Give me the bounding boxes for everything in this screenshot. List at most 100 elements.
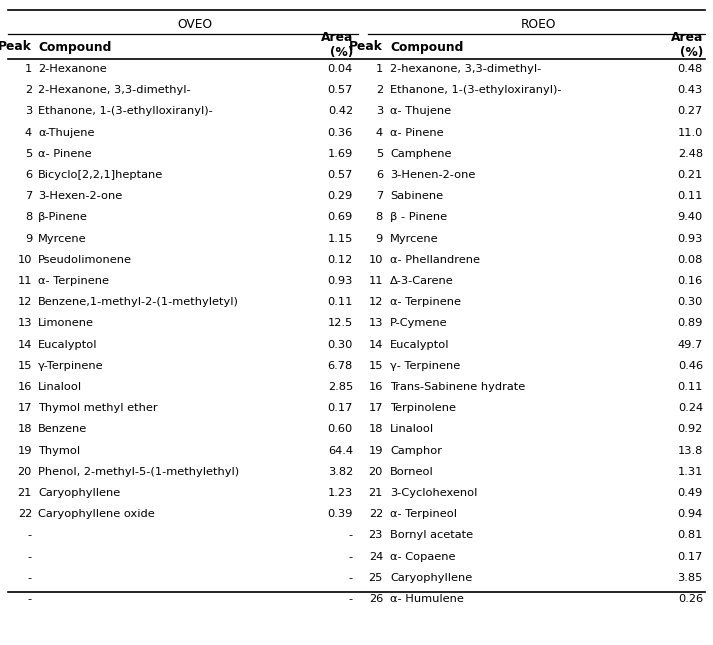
- Text: Eucalyptol: Eucalyptol: [390, 340, 449, 350]
- Text: 3.82: 3.82: [328, 467, 353, 477]
- Text: β - Pinene: β - Pinene: [390, 212, 447, 223]
- Text: 25: 25: [369, 573, 383, 583]
- Text: 17: 17: [369, 403, 383, 413]
- Text: 11: 11: [18, 276, 32, 286]
- Text: Pseudolimonene: Pseudolimonene: [38, 255, 132, 265]
- Text: Thymol methyl ether: Thymol methyl ether: [38, 403, 158, 413]
- Text: Myrcene: Myrcene: [38, 233, 86, 244]
- Text: 22: 22: [18, 509, 32, 519]
- Text: Compound: Compound: [38, 41, 111, 54]
- Text: 14: 14: [18, 340, 32, 350]
- Text: α-Thujene: α-Thujene: [38, 128, 95, 137]
- Text: 2-hexanone, 3,3-dimethyl-: 2-hexanone, 3,3-dimethyl-: [390, 64, 541, 74]
- Text: 24: 24: [369, 551, 383, 562]
- Text: α- Pinene: α- Pinene: [38, 149, 92, 159]
- Text: 18: 18: [369, 424, 383, 434]
- Text: 4: 4: [376, 128, 383, 137]
- Text: 19: 19: [18, 446, 32, 455]
- Text: Peak: Peak: [349, 41, 383, 54]
- Text: 2-Hexanone: 2-Hexanone: [38, 64, 107, 74]
- Text: 0.57: 0.57: [328, 85, 353, 95]
- Text: 0.89: 0.89: [677, 319, 703, 328]
- Text: 22: 22: [369, 509, 383, 519]
- Text: 4: 4: [25, 128, 32, 137]
- Text: 8: 8: [376, 212, 383, 223]
- Text: Benzene: Benzene: [38, 424, 87, 434]
- Text: 15: 15: [18, 361, 32, 371]
- Text: 0.57: 0.57: [328, 170, 353, 180]
- Text: 0.39: 0.39: [328, 509, 353, 519]
- Text: 6: 6: [25, 170, 32, 180]
- Text: Bornyl acetate: Bornyl acetate: [390, 530, 473, 541]
- Text: 8: 8: [25, 212, 32, 223]
- Text: 5: 5: [376, 149, 383, 159]
- Text: Trans-Sabinene hydrate: Trans-Sabinene hydrate: [390, 382, 525, 392]
- Text: 9: 9: [25, 233, 32, 244]
- Text: Linalool: Linalool: [38, 382, 82, 392]
- Text: 0.93: 0.93: [677, 233, 703, 244]
- Text: 0.42: 0.42: [328, 106, 353, 116]
- Text: Benzene,1-methyl-2-(1-methyletyl): Benzene,1-methyl-2-(1-methyletyl): [38, 297, 239, 307]
- Text: 13: 13: [18, 319, 32, 328]
- Text: 17: 17: [18, 403, 32, 413]
- Text: Compound: Compound: [390, 41, 463, 54]
- Text: 13.8: 13.8: [677, 446, 703, 455]
- Text: -: -: [28, 551, 32, 562]
- Text: 2: 2: [25, 85, 32, 95]
- Text: 3: 3: [376, 106, 383, 116]
- Text: 3.85: 3.85: [677, 573, 703, 583]
- Text: 13: 13: [369, 319, 383, 328]
- Text: 0.30: 0.30: [677, 297, 703, 307]
- Text: 0.46: 0.46: [678, 361, 703, 371]
- Text: 12: 12: [369, 297, 383, 307]
- Text: 0.92: 0.92: [678, 424, 703, 434]
- Text: 0.94: 0.94: [678, 509, 703, 519]
- Text: 2: 2: [376, 85, 383, 95]
- Text: α- Pinene: α- Pinene: [390, 128, 443, 137]
- Text: P-Cymene: P-Cymene: [390, 319, 448, 328]
- Text: 0.48: 0.48: [678, 64, 703, 74]
- Text: Linalool: Linalool: [390, 424, 434, 434]
- Text: 6: 6: [376, 170, 383, 180]
- Text: Camphor: Camphor: [390, 446, 442, 455]
- Text: 0.30: 0.30: [328, 340, 353, 350]
- Text: 64.4: 64.4: [328, 446, 353, 455]
- Text: α- Humulene: α- Humulene: [390, 594, 464, 604]
- Text: Borneol: Borneol: [390, 467, 434, 477]
- Text: 18: 18: [18, 424, 32, 434]
- Text: 9: 9: [376, 233, 383, 244]
- Text: -: -: [349, 573, 353, 583]
- Text: 21: 21: [369, 488, 383, 498]
- Text: 0.49: 0.49: [678, 488, 703, 498]
- Text: 3: 3: [25, 106, 32, 116]
- Text: 0.11: 0.11: [328, 297, 353, 307]
- Text: Thymol: Thymol: [38, 446, 80, 455]
- Text: 5: 5: [25, 149, 32, 159]
- Text: 3-Cyclohexenol: 3-Cyclohexenol: [390, 488, 478, 498]
- Text: 0.69: 0.69: [328, 212, 353, 223]
- Text: 7: 7: [25, 191, 32, 201]
- Text: 2.85: 2.85: [328, 382, 353, 392]
- Text: 0.08: 0.08: [677, 255, 703, 265]
- Text: 1.31: 1.31: [677, 467, 703, 477]
- Text: 0.93: 0.93: [328, 276, 353, 286]
- Text: 0.26: 0.26: [678, 594, 703, 604]
- Text: 0.24: 0.24: [678, 403, 703, 413]
- Text: -: -: [28, 594, 32, 604]
- Text: Limonene: Limonene: [38, 319, 94, 328]
- Text: -: -: [349, 551, 353, 562]
- Text: 0.16: 0.16: [678, 276, 703, 286]
- Text: 12: 12: [18, 297, 32, 307]
- Text: 14: 14: [369, 340, 383, 350]
- Text: -: -: [349, 530, 353, 541]
- Text: 0.27: 0.27: [678, 106, 703, 116]
- Text: γ- Terpinene: γ- Terpinene: [390, 361, 461, 371]
- Text: α- Terpinene: α- Terpinene: [390, 297, 461, 307]
- Text: 0.11: 0.11: [677, 191, 703, 201]
- Text: Phenol, 2-methyl-5-(1-methylethyl): Phenol, 2-methyl-5-(1-methylethyl): [38, 467, 239, 477]
- Text: 0.17: 0.17: [328, 403, 353, 413]
- Text: Ethanone, 1-(3-ethyloxiranyl)-: Ethanone, 1-(3-ethyloxiranyl)-: [390, 85, 562, 95]
- Text: 2.48: 2.48: [678, 149, 703, 159]
- Text: 1.23: 1.23: [328, 488, 353, 498]
- Text: 0.12: 0.12: [328, 255, 353, 265]
